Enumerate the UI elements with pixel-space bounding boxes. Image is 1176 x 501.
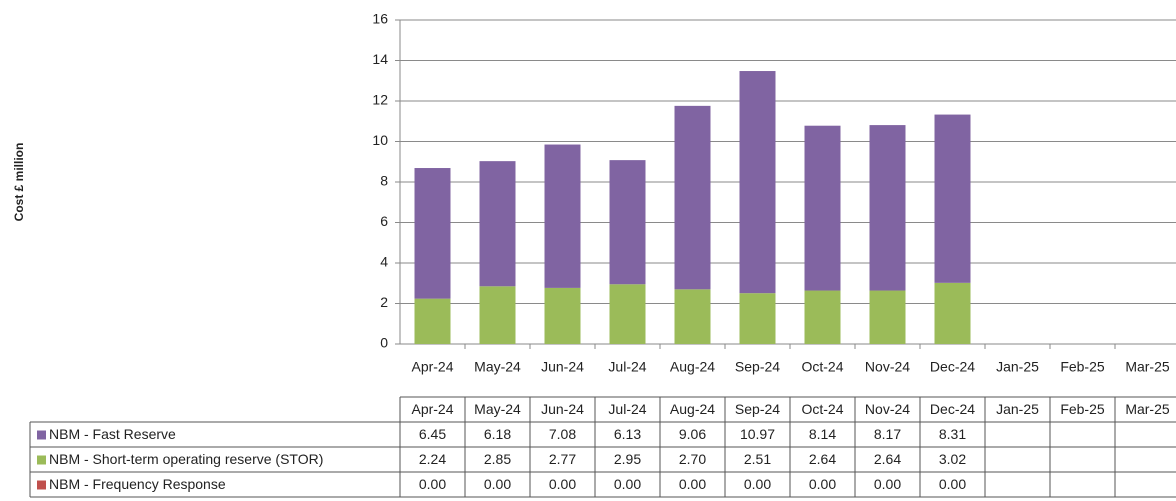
- bar-segment: [414, 298, 451, 344]
- legend-label: NBM - Short-term operating reserve (STOR…: [49, 451, 323, 467]
- y-axis-label: Cost £ million: [12, 143, 26, 222]
- bar-segment: [739, 71, 776, 294]
- table-header: Aug-24: [670, 401, 715, 417]
- bar-segment: [479, 161, 516, 287]
- bar-segment: [804, 290, 841, 344]
- table-value: 2.51: [744, 451, 771, 467]
- table-value: 9.06: [679, 426, 706, 442]
- table-value: 2.64: [874, 451, 901, 467]
- table-value: 0.00: [939, 476, 966, 492]
- x-tick-label: Aug-24: [670, 359, 715, 375]
- x-tick-label: Jan-25: [996, 359, 1039, 375]
- x-tick-label: Dec-24: [930, 359, 975, 375]
- table-value: 2.77: [549, 451, 576, 467]
- y-tick-label: 10: [372, 132, 388, 148]
- table-header: Dec-24: [930, 401, 975, 417]
- table-value: 7.08: [549, 426, 576, 442]
- bar-segment: [609, 284, 646, 344]
- y-tick-label: 16: [372, 11, 388, 27]
- bar-segment: [544, 287, 581, 344]
- table-header: Jun-24: [541, 401, 584, 417]
- y-tick-label: 0: [380, 335, 388, 351]
- table-value: 2.95: [614, 451, 641, 467]
- bar-segment: [674, 105, 711, 290]
- bar-segment: [479, 286, 516, 344]
- table-value: 0.00: [614, 476, 641, 492]
- table-value: 0.00: [874, 476, 901, 492]
- table-value: 8.31: [939, 426, 966, 442]
- table-value: 8.14: [809, 426, 836, 442]
- table-header: Feb-25: [1060, 401, 1105, 417]
- x-tick-label: Feb-25: [1060, 359, 1105, 375]
- bar-segment: [804, 125, 841, 291]
- table-header: Sep-24: [735, 401, 780, 417]
- table-header: Jul-24: [608, 401, 646, 417]
- legend-swatch: [37, 455, 46, 465]
- bar-segment: [739, 293, 776, 344]
- table-value: 0.00: [679, 476, 706, 492]
- bar-segment: [414, 168, 451, 299]
- table-value: 3.02: [939, 451, 966, 467]
- x-tick-label: Jun-24: [541, 359, 584, 375]
- bar-segment: [934, 114, 971, 283]
- x-tick-label: Mar-25: [1125, 359, 1170, 375]
- table-header: Nov-24: [865, 401, 910, 417]
- table-value: 0.00: [484, 476, 511, 492]
- table-value: 6.45: [419, 426, 446, 442]
- table-value: 10.97: [740, 426, 775, 442]
- y-tick-label: 8: [380, 173, 388, 189]
- x-tick-label: Sep-24: [735, 359, 780, 375]
- bar-segment: [674, 289, 711, 344]
- legend-swatch: [37, 480, 46, 490]
- bar-segment: [869, 125, 906, 291]
- table-value: 0.00: [419, 476, 446, 492]
- table-value: 2.85: [484, 451, 511, 467]
- table-value: 0.00: [809, 476, 836, 492]
- y-tick-label: 2: [380, 294, 388, 310]
- legend-swatch: [37, 430, 46, 440]
- x-tick-label: Jul-24: [608, 359, 646, 375]
- table-value: 6.18: [484, 426, 511, 442]
- table-value: 2.24: [419, 451, 446, 467]
- y-tick-label: 12: [372, 92, 388, 108]
- x-tick-label: May-24: [474, 359, 521, 375]
- table-value: 0.00: [744, 476, 771, 492]
- table-header: Apr-24: [411, 401, 453, 417]
- legend-label: NBM - Fast Reserve: [49, 426, 176, 442]
- y-tick-label: 6: [380, 213, 388, 229]
- table-header: Jan-25: [996, 401, 1039, 417]
- y-tick-label: 14: [372, 51, 388, 67]
- x-tick-label: Nov-24: [865, 359, 910, 375]
- bar-segment: [609, 160, 646, 285]
- table-header: May-24: [474, 401, 521, 417]
- table-value: 2.70: [679, 451, 706, 467]
- table-value: 6.13: [614, 426, 641, 442]
- bar-segment: [869, 290, 906, 344]
- x-tick-label: Oct-24: [801, 359, 843, 375]
- bar-segment: [544, 144, 581, 288]
- y-tick-label: 4: [380, 254, 388, 270]
- table-value: 0.00: [549, 476, 576, 492]
- table-header: Mar-25: [1125, 401, 1170, 417]
- table-value: 8.17: [874, 426, 901, 442]
- table-header: Oct-24: [801, 401, 843, 417]
- legend-label: NBM - Frequency Response: [49, 476, 226, 492]
- bar-segment: [934, 282, 971, 344]
- table-value: 2.64: [809, 451, 836, 467]
- x-tick-label: Apr-24: [411, 359, 453, 375]
